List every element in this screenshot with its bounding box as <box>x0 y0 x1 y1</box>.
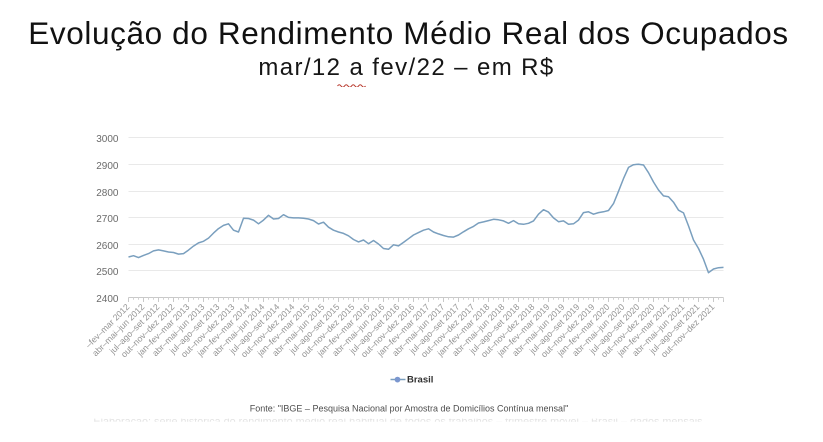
svg-text:Fonte: "IBGE – Pesquisa Nacion: Fonte: "IBGE – Pesquisa Nacional por Amo… <box>250 403 569 413</box>
svg-text:2400: 2400 <box>96 294 119 305</box>
svg-text:2500: 2500 <box>96 267 119 278</box>
svg-text:2800: 2800 <box>96 188 119 199</box>
svg-text:2700: 2700 <box>96 214 119 225</box>
svg-text:2900: 2900 <box>96 161 119 172</box>
svg-text:Brasil: Brasil <box>407 375 433 386</box>
svg-text:Elaboração: série histórica do: Elaboração: série histórica do rendiment… <box>93 416 703 428</box>
svg-text:3000: 3000 <box>96 134 119 145</box>
svg-text:2600: 2600 <box>96 241 119 252</box>
